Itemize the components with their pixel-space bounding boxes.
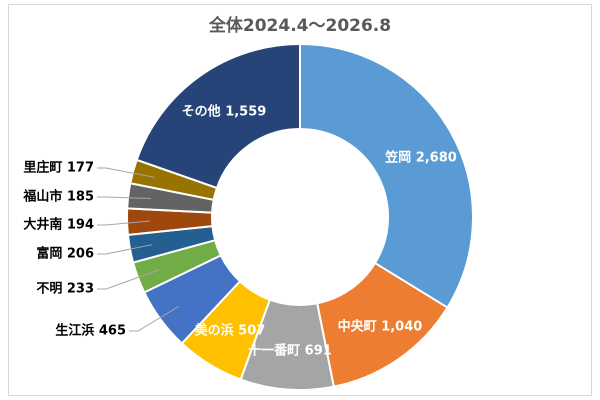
data-labels: 笠岡 2,680 中央町 1,040 十一番町 691 美の浜 507 生江浜 465 不… — [22, 104, 457, 359]
data-label-10: その他 1,559 — [182, 104, 267, 120]
leader-lines — [97, 167, 180, 332]
chart-title: 全体2024.4～2026.8 — [208, 15, 391, 36]
donut-slices — [126, 42, 474, 391]
leader-line-8 — [97, 196, 151, 199]
leader-line-4 — [129, 305, 180, 332]
data-label-8: 福山市 185 — [22, 189, 94, 205]
data-label-4: 生江浜 465 — [55, 323, 126, 339]
data-label-6: 富岡 206 — [36, 246, 94, 262]
data-label-5: 不明 233 — [36, 282, 94, 297]
leader-line-5 — [97, 269, 160, 290]
data-label-2: 十一番町 691 — [248, 343, 332, 359]
data-label-7: 大井南 194 — [23, 217, 94, 233]
slice-10 — [135, 42, 301, 190]
data-label-9: 里庄町 177 — [23, 160, 94, 176]
leader-line-9 — [97, 167, 155, 178]
data-label-0: 笠岡 2,680 — [384, 150, 457, 166]
leader-line-6 — [97, 244, 153, 255]
data-label-3: 美の浜 507 — [195, 323, 266, 339]
data-label-1: 中央町 1,040 — [338, 319, 423, 335]
slice-0 — [299, 42, 474, 309]
leader-line-7 — [97, 220, 150, 226]
